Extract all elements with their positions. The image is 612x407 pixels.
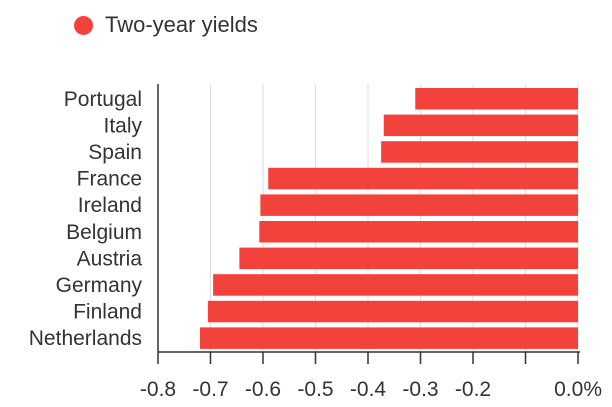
x-tick-label: -0.8 [140,378,176,401]
category-label: Netherlands [29,327,142,350]
x-tick-label: -0.6 [245,378,281,401]
category-label: Spain [88,141,142,164]
category-label: Germany [56,274,143,297]
legend: Two-year yields [74,12,258,38]
category-label: Italy [103,114,142,137]
bar [268,167,578,190]
bar [200,327,578,349]
category-label: Belgium [66,221,142,244]
x-tick-label: -0.2 [455,378,491,401]
x-tick-label: 0.0% [554,378,602,401]
legend-swatch [74,15,93,35]
x-tick-label: -0.7 [192,378,228,401]
category-label: Portugal [64,88,142,111]
category-labels: Portugal Italy Spain France Ireland Belgium Au… [29,88,143,350]
bar [415,88,578,110]
bar [383,114,578,137]
bar [207,300,578,323]
category-label: Finland [73,301,142,324]
bar [213,274,578,296]
x-tick-label: -0.3 [402,378,438,401]
bar [239,247,578,270]
bar [259,221,578,243]
category-label: Austria [77,247,143,270]
bars [200,88,578,349]
bar [381,141,578,163]
category-label: Ireland [78,194,142,217]
x-tick-label: -0.5 [297,378,333,401]
category-label: France [77,168,142,191]
x-axis: -0.8 -0.7 -0.6 -0.5 -0.4 -0.3 -0.2 0.0% [140,84,602,401]
x-tick-label: -0.4 [350,378,387,401]
legend-label: Two-year yields [105,12,258,37]
bar [260,194,578,216]
